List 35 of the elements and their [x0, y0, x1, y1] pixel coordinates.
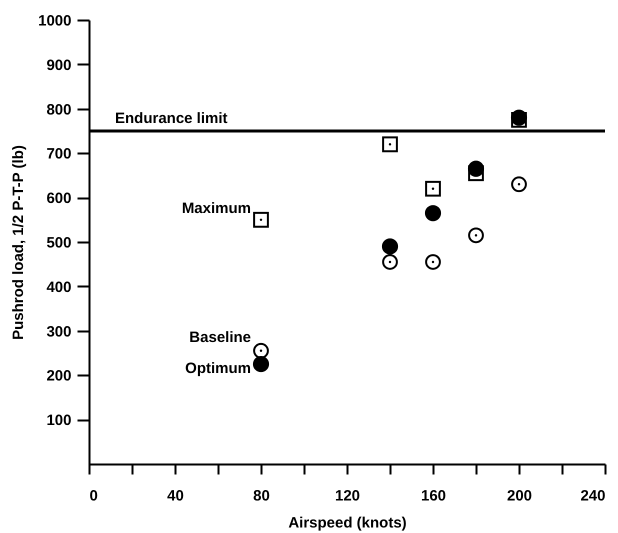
y-tick-label: 100 [46, 412, 72, 430]
y-tick-label: 400 [46, 278, 72, 296]
x-tick-label: 40 [167, 488, 184, 504]
point [468, 227, 484, 244]
y-tick-label: 700 [46, 146, 72, 163]
x-tick-label: 120 [334, 488, 360, 504]
point [382, 254, 398, 270]
series-label: Optimum [185, 360, 251, 378]
y-tick-label: 900 [46, 56, 72, 74]
point [425, 180, 441, 197]
point [382, 136, 398, 152]
point [253, 342, 269, 359]
ref-line-label: Endurance limit [115, 110, 228, 127]
y-axis-title: Pushrod load, 1/2 P-T-P (lb) [10, 145, 28, 340]
point [382, 238, 398, 254]
series-label: Baseline [189, 328, 251, 346]
x-tick-label: 160 [420, 488, 446, 504]
point [468, 160, 484, 177]
point [425, 254, 441, 270]
point [424, 205, 442, 222]
y-tick-label: 500 [46, 234, 72, 252]
x-tick-label: 200 [506, 488, 532, 504]
point [253, 212, 269, 228]
x-tick-label: 240 [580, 488, 606, 504]
x-tick-label: 0 [90, 488, 98, 504]
point [511, 176, 527, 192]
y-tick-label: 1000 [38, 12, 72, 30]
y-tick-label: 800 [46, 101, 72, 118]
y-tick-label: 200 [46, 368, 72, 385]
y-tick-label: 300 [46, 323, 72, 340]
x-tick-label: 80 [253, 488, 270, 504]
x-axis-title: Airspeed (knots) [288, 514, 407, 532]
series-label: Maximum [182, 200, 251, 217]
y-tick-label: 600 [46, 190, 72, 208]
point [252, 356, 270, 372]
